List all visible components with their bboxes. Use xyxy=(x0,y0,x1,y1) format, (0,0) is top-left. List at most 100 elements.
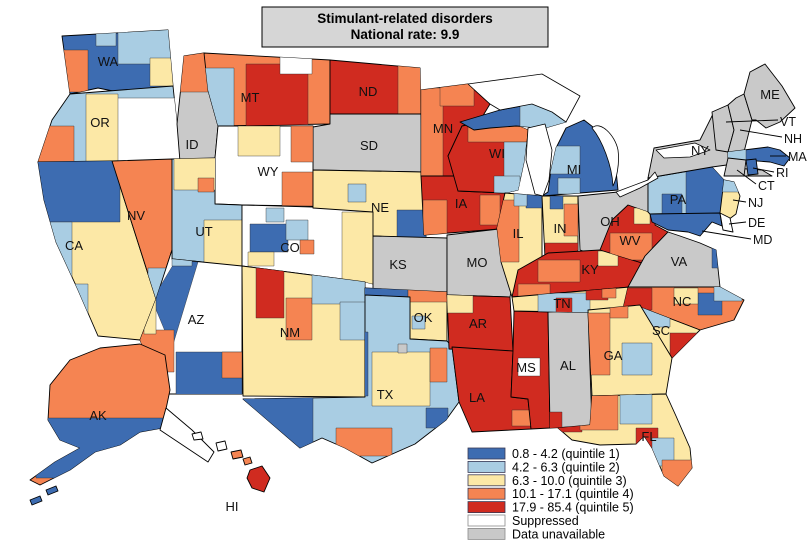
region xyxy=(621,342,653,376)
state-ND-subregions xyxy=(397,61,421,114)
region xyxy=(447,295,474,314)
label-WI: WI xyxy=(489,146,505,161)
state-MN-subregions xyxy=(421,84,475,176)
label-PA: PA xyxy=(670,192,687,207)
state-WY-subregions xyxy=(237,126,313,206)
label-FL: FL xyxy=(641,429,656,444)
state-IL-subregions xyxy=(497,193,542,263)
label-TX: TX xyxy=(377,387,394,402)
lake-ontario xyxy=(655,142,711,159)
title-box: Stimulant-related disorders National rat… xyxy=(261,6,549,48)
region xyxy=(497,199,520,263)
region xyxy=(511,409,531,427)
region xyxy=(673,287,699,305)
state-KS xyxy=(372,235,448,293)
region xyxy=(422,199,448,235)
label-TN: TN xyxy=(553,296,570,311)
label-HI: HI xyxy=(226,499,239,514)
legend-label-q4: 10.1 - 17.1 (quintile 4) xyxy=(512,487,634,501)
state-CO-subregions xyxy=(247,207,373,284)
state-WA-subregions xyxy=(62,30,173,93)
label-NY: NY xyxy=(691,143,709,158)
legend-swatch-q5 xyxy=(467,501,506,514)
state-HI-island xyxy=(215,440,228,452)
region xyxy=(255,267,285,319)
region xyxy=(115,97,183,162)
label-GA: GA xyxy=(604,348,623,363)
title-line1: Stimulant-related disorders xyxy=(317,11,493,26)
label-NV: NV xyxy=(127,208,145,223)
state-NH xyxy=(727,93,753,153)
label-ME: ME xyxy=(760,87,780,102)
label-WV: WV xyxy=(620,233,641,248)
legend-swatch-q2 xyxy=(467,460,506,473)
leader-CT xyxy=(736,169,757,185)
state-GA-subregions xyxy=(588,305,653,376)
state-OR-subregions xyxy=(38,93,183,162)
label-OH: OH xyxy=(600,214,620,229)
region xyxy=(517,357,541,377)
region xyxy=(299,239,315,255)
legend-swatch-q1 xyxy=(467,447,506,460)
legend-swatch-q3 xyxy=(467,474,506,487)
region xyxy=(537,259,581,283)
state-MS-subregions xyxy=(517,357,541,377)
region xyxy=(265,207,285,223)
region xyxy=(335,427,393,457)
label-OR: OR xyxy=(90,115,110,130)
label-AK: AK xyxy=(89,408,107,423)
label-MD: MD xyxy=(753,233,772,247)
label-IA: IA xyxy=(455,196,468,211)
region xyxy=(249,223,289,253)
region xyxy=(397,343,408,354)
label-LA: LA xyxy=(469,390,485,405)
lake-michigan xyxy=(525,123,553,197)
state-HI-island xyxy=(191,431,204,441)
label-MA: MA xyxy=(788,150,807,164)
legend: 0.8 - 4.2 (quintile 1) 4.2 - 6.3 (quinti… xyxy=(467,447,634,541)
leader-VT xyxy=(725,119,779,123)
legend-label-suppressed: Suppressed xyxy=(512,514,579,528)
region xyxy=(62,49,89,93)
label-MO: MO xyxy=(467,255,488,270)
label-NC: NC xyxy=(673,294,692,309)
state-AL-subregions xyxy=(548,411,563,428)
state-AK-aleutians xyxy=(45,485,59,496)
region xyxy=(247,251,275,267)
label-NJ: NJ xyxy=(748,196,763,210)
label-DE: DE xyxy=(748,216,765,230)
state-NE-subregions xyxy=(347,183,426,238)
label-AZ: AZ xyxy=(188,312,205,327)
region xyxy=(609,305,629,319)
state-UT-subregions xyxy=(173,158,242,266)
state-HI-big-island xyxy=(246,465,271,493)
label-ID: ID xyxy=(186,137,199,152)
state-HI-island xyxy=(230,449,244,460)
region xyxy=(429,347,448,383)
region xyxy=(588,312,611,376)
region xyxy=(237,126,281,157)
label-CT: CT xyxy=(758,179,775,193)
label-IL: IL xyxy=(513,226,524,241)
region xyxy=(149,57,173,87)
region xyxy=(285,219,309,241)
label-KY: KY xyxy=(581,262,599,277)
state-KY-subregions xyxy=(517,250,619,297)
region xyxy=(197,177,215,193)
label-NM: NM xyxy=(280,325,300,340)
region xyxy=(203,219,242,266)
legend-label-unavailable: Data unavailable xyxy=(512,527,605,541)
label-UT: UT xyxy=(195,224,212,239)
legend-swatch-q4 xyxy=(467,487,506,500)
legend-label-q1: 0.8 - 4.2 (quintile 1) xyxy=(512,447,620,461)
region xyxy=(425,407,449,429)
leader-MD xyxy=(701,230,752,240)
region xyxy=(669,332,699,358)
label-KS: KS xyxy=(389,257,407,272)
legend-swatch-unavailable xyxy=(467,528,506,540)
region xyxy=(285,297,313,341)
state-AK-panhandle xyxy=(159,407,215,463)
region xyxy=(685,167,724,214)
